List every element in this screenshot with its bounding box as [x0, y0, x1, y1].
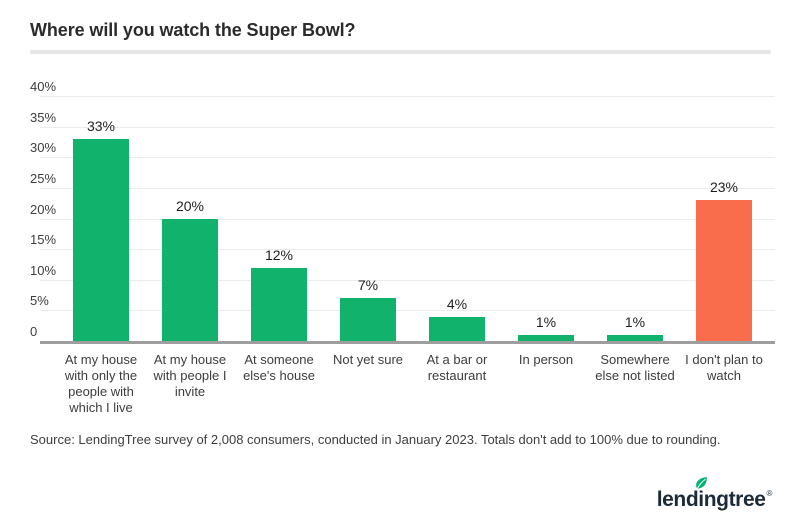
- bar-value-label: 12%: [264, 246, 294, 263]
- logo-text-right: ngtree: [703, 488, 766, 511]
- y-axis-tick-label: 25%: [30, 170, 57, 186]
- bar-value-label: 7%: [357, 277, 379, 294]
- y-axis-tick-label: 40%: [30, 79, 57, 94]
- gridline: [40, 310, 775, 312]
- y-axis-tick-label: 10%: [30, 262, 57, 278]
- category-label: I don't plan to watch: [685, 352, 763, 383]
- gridline: [40, 279, 775, 281]
- bar: [73, 138, 129, 341]
- bar-value-label: 23%: [709, 179, 739, 196]
- category-label: At my house with people I invite: [153, 352, 227, 399]
- category-label: At someone else's house: [243, 352, 315, 383]
- plot-area: 40% 35% 30% 25% 20% 15% 10% 5% 0 33% At my house w…: [30, 79, 775, 421]
- gridline: [40, 249, 775, 251]
- category-label: In person: [518, 352, 574, 367]
- registered-mark: ®: [766, 489, 773, 498]
- chart-title: Where will you watch the Super Bowl?: [30, 20, 356, 40]
- y-axis-tick-label: 15%: [30, 232, 57, 248]
- bar-value-label: 20%: [175, 197, 205, 214]
- bar-value-label: 1%: [535, 313, 557, 330]
- y-axis-tick-label: 20%: [30, 201, 57, 217]
- logo-text-left: lend: [656, 488, 699, 511]
- y-axis-tick-label: 0: [30, 324, 38, 339]
- bar-value-label: 1%: [624, 313, 646, 330]
- bar: [162, 218, 218, 341]
- category-label: Somewhere else not listed: [595, 352, 675, 383]
- lendingtree-logo: lend ingtree®: [656, 477, 773, 512]
- title-divider: [30, 50, 771, 54]
- y-axis-tick-label: 5%: [30, 293, 49, 309]
- y-axis-tick-label: 30%: [30, 140, 57, 156]
- source-note: Source: LendingTree survey of 2,008 cons…: [30, 432, 721, 447]
- category-label: At my house with only the people with wh…: [64, 352, 138, 415]
- bar: [518, 334, 574, 341]
- bar: [429, 316, 485, 341]
- category-label: At a bar or restaurant: [426, 352, 488, 383]
- logo-text-i: i: [698, 488, 704, 511]
- y-axis-tick-label: 35%: [30, 109, 57, 125]
- category-label: Not yet sure: [332, 352, 404, 367]
- gridline: [40, 218, 775, 220]
- gridline: [40, 126, 775, 128]
- bar: [696, 200, 752, 341]
- logo-letter-i: i: [696, 477, 708, 512]
- bar: [340, 298, 396, 341]
- bar: [607, 334, 663, 341]
- gridline: [40, 96, 775, 97]
- gridline: [40, 187, 775, 189]
- bar-value-label: 33%: [86, 117, 116, 134]
- x-axis-line: [40, 341, 775, 344]
- bar-value-label: 4%: [446, 295, 468, 312]
- bar: [251, 267, 307, 341]
- leaf-icon: [696, 477, 708, 489]
- gridline: [40, 157, 775, 159]
- header: Where will you watch the Super Bowl?: [0, 0, 800, 54]
